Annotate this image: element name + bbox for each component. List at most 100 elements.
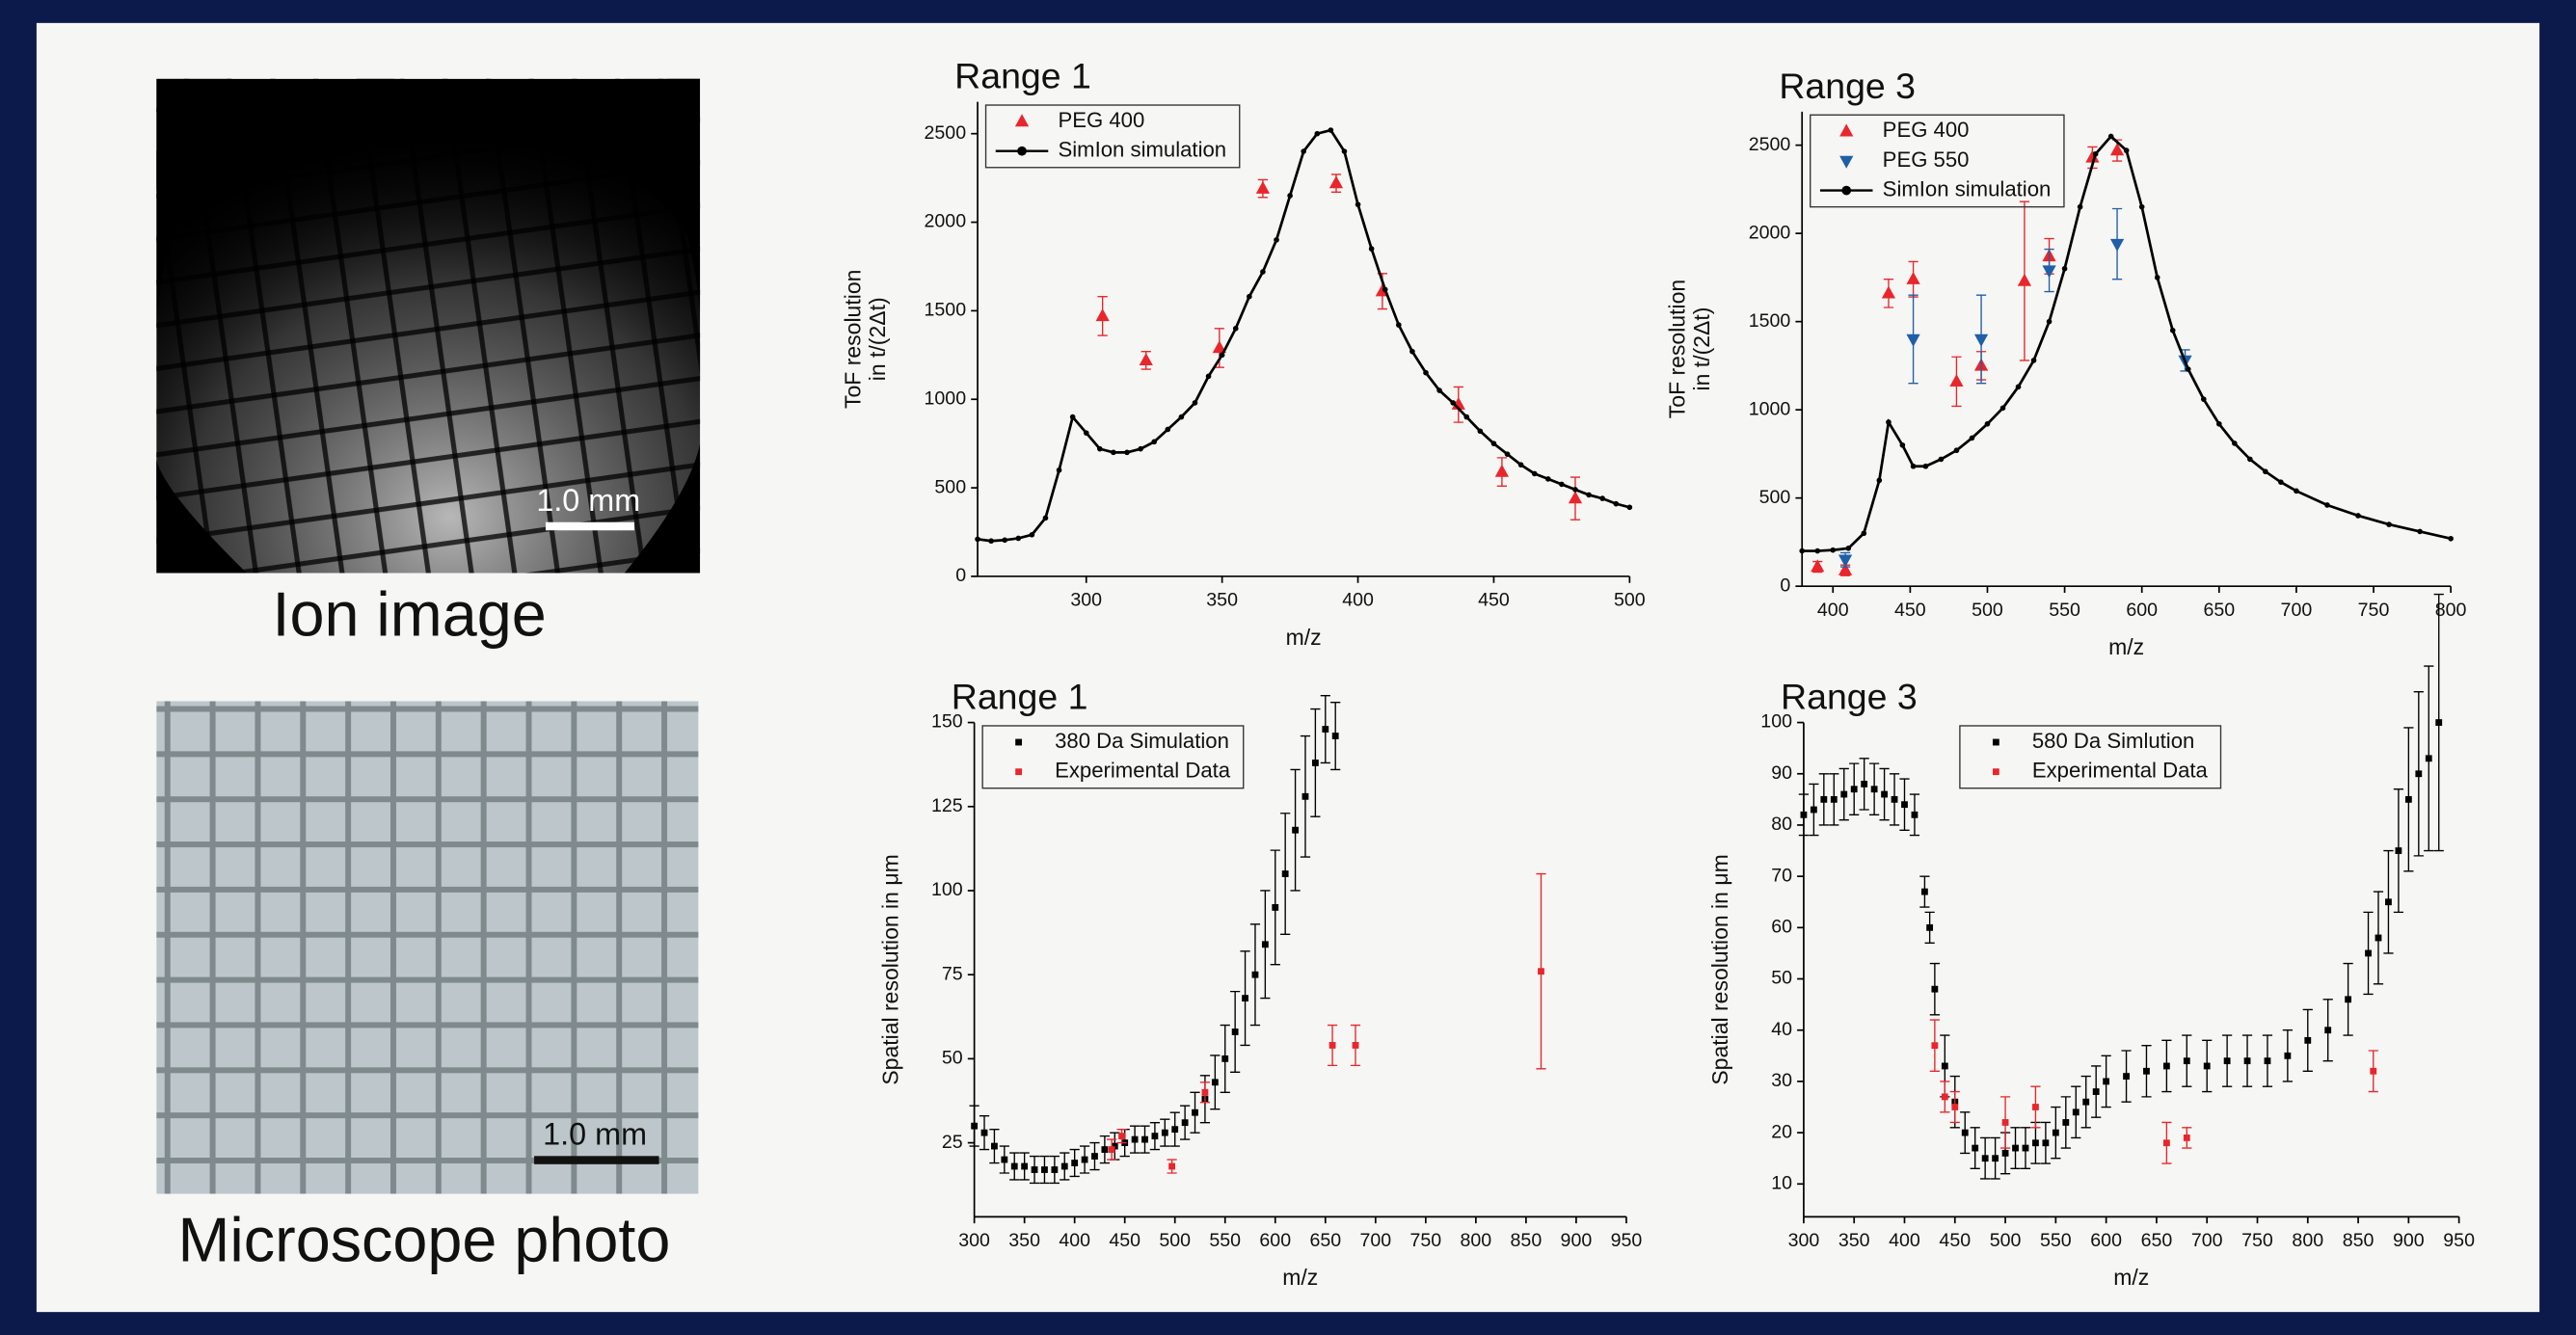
data-point (1247, 293, 1252, 300)
data-point (1069, 414, 1076, 420)
x-axis-label: m/z (2113, 1265, 2149, 1290)
data-point (1876, 477, 1883, 484)
data-point (1931, 985, 1939, 993)
microscope-photo (156, 701, 699, 1194)
data-point (2183, 1057, 2190, 1065)
data-point (1984, 420, 1991, 427)
data-point (1961, 1129, 1969, 1136)
scale-bar (545, 521, 634, 531)
data-point (1538, 968, 1544, 975)
x-tick-label: 650 (2203, 600, 2235, 621)
data-point (1423, 369, 1429, 376)
data-point (2107, 133, 2114, 140)
caption: Microscope photo (178, 1204, 671, 1274)
y-axis-label: in t/(2Δt) (865, 297, 890, 381)
data-point (1056, 467, 1062, 473)
y-axis-label: in t/(2Δt) (1689, 307, 1714, 391)
data-point (2294, 488, 2299, 494)
data-point (1886, 419, 1892, 425)
data-point (2365, 949, 2372, 957)
x-tick-label: 700 (1359, 1230, 1391, 1251)
data-point (1002, 537, 1008, 544)
x-tick-label: 400 (1342, 590, 1374, 611)
y-tick-label: 1000 (925, 387, 967, 409)
legend-marker (1017, 146, 1027, 156)
x-tick-label: 800 (1461, 1230, 1492, 1251)
data-point (1477, 428, 1484, 435)
data-point (2109, 238, 2125, 252)
y-axis-label: ToF resolution (840, 270, 865, 409)
y-tick-label: 10 (1771, 1172, 1792, 1193)
chart-title: Range 1 (952, 677, 1088, 717)
x-axis-label: m/z (1282, 1265, 1318, 1290)
x-tick-label: 700 (2281, 600, 2313, 621)
y-tick-label: 40 (1771, 1019, 1792, 1040)
y-axis-label: ToF resolution (1665, 280, 1690, 418)
y-tick-label: 500 (934, 476, 966, 497)
data-point (1272, 904, 1279, 911)
data-point (2032, 1139, 2039, 1147)
legend-marker (1015, 768, 1023, 776)
scale-label: 1.0 mm (543, 1116, 647, 1151)
y-tick-label: 75 (942, 963, 963, 984)
data-point (2154, 275, 2160, 280)
x-tick-label: 600 (1259, 1230, 1291, 1251)
data-point (2183, 1135, 2190, 1141)
y-tick-label: 25 (942, 1132, 963, 1153)
data-point (1810, 806, 1817, 814)
x-tick-label: 500 (1159, 1230, 1191, 1251)
data-point (1926, 923, 1934, 931)
data-point (1205, 373, 1212, 380)
data-point (1494, 464, 1510, 477)
legend-label: 380 Da Simulation (1055, 729, 1229, 753)
data-point (2103, 1078, 2110, 1085)
data-point (1436, 387, 1442, 393)
x-tick-label: 550 (1209, 1230, 1241, 1251)
data-point (2082, 1098, 2090, 1106)
data-point (1141, 1135, 1148, 1143)
data-point (1051, 1166, 1059, 1173)
data-point (1599, 495, 1605, 501)
data-point (1311, 760, 1319, 766)
data-point (1931, 1042, 1939, 1050)
data-point (2109, 143, 2125, 156)
data-point (1992, 1155, 1999, 1162)
x-tick-label: 400 (1889, 1230, 1920, 1251)
data-point (1328, 175, 1344, 189)
data-point (2324, 502, 2330, 508)
x-tick-label: 750 (2241, 1230, 2273, 1251)
y-tick-label: 100 (1760, 711, 1792, 733)
data-point (1870, 786, 1878, 793)
data-point (1814, 547, 1821, 554)
data-point (1830, 795, 1838, 803)
x-tick-label: 500 (1972, 600, 2003, 621)
data-point (1010, 1162, 1018, 1170)
data-point (1941, 1093, 1948, 1101)
data-point (2223, 1057, 2231, 1065)
data-point (1568, 491, 1583, 504)
legend-label: SimIon simulation (1059, 138, 1227, 162)
data-point (1355, 201, 1361, 207)
data-point (1830, 547, 1837, 553)
data-point (1969, 435, 1975, 441)
x-tick-label: 950 (1611, 1230, 1643, 1251)
data-point (1251, 971, 1259, 978)
data-point (1314, 130, 1321, 137)
x-tick-label: 550 (2040, 1230, 2072, 1251)
data-point (1840, 790, 1848, 798)
data-point (1111, 449, 1116, 456)
legend-box (981, 725, 1245, 789)
data-point (1171, 1126, 1179, 1134)
data-point (2143, 1067, 2150, 1075)
data-point (2324, 1027, 2332, 1034)
data-point (1095, 308, 1110, 322)
y-tick-label: 2500 (1749, 134, 1791, 155)
scale-label: 1.0 mm (536, 483, 640, 518)
x-tick-label: 750 (1410, 1230, 1442, 1251)
data-point (971, 1122, 979, 1130)
data-point (2386, 521, 2392, 527)
data-point (1151, 1133, 1159, 1140)
data-point (1041, 1166, 1048, 1173)
legend-label: PEG 550 (1883, 147, 1970, 172)
